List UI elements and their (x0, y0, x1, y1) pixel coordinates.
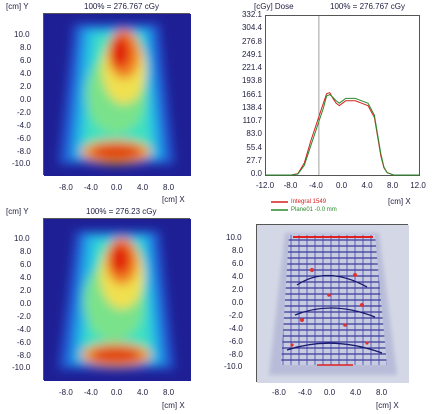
y-tick: 2.0 (20, 286, 32, 295)
x-axis-unit-label: [cm] X (162, 195, 185, 204)
y-tick: 4.0 (232, 272, 244, 281)
difference-map-image (257, 225, 409, 383)
y-tick: 83.0 (246, 129, 262, 139)
y-tick: 276.8 (241, 36, 262, 46)
y-tick: -4.0 (17, 325, 31, 334)
x-axis-unit-label: [cm] X (162, 401, 185, 410)
x-tick: -4.0 (298, 388, 312, 397)
y-tick: 166.1 (241, 89, 262, 99)
y-tick: -4.0 (17, 121, 31, 130)
x-tick: -8.0 (283, 181, 298, 190)
y-tick: -2.0 (229, 311, 243, 320)
x-tick: -12.0 (255, 181, 275, 190)
y-tick: 10.0 (14, 30, 30, 39)
y-tick: 2.0 (20, 82, 32, 91)
y-tick: -6.0 (17, 338, 31, 347)
legend-label-integral: Integral 1549 (291, 199, 327, 205)
x-tick: 8.0 (376, 388, 388, 397)
x-tick: 4.0 (137, 388, 149, 397)
x-axis-unit-label: [cm] X (388, 197, 411, 206)
y-tick: -4.0 (229, 324, 243, 333)
dose-normalization-header: 100% = 276.767 cGy (330, 2, 405, 11)
y-tick: 0.0 (20, 95, 32, 104)
dose-map-plot (43, 218, 191, 381)
dose-map-heat (44, 14, 191, 176)
x-tick: 4.0 (361, 181, 373, 190)
dose-normalization-header: 100% = 276.767 cGy (84, 2, 159, 11)
y-axis-unit-label: [cGy] Dose (254, 2, 294, 11)
y-tick: 6.0 (20, 56, 32, 65)
y-tick: 0.0 (20, 299, 32, 308)
y-tick: -8.0 (17, 147, 31, 156)
y-tick: -6.0 (229, 337, 243, 346)
dose-map-plot (43, 13, 191, 176)
y-tick: 8.0 (20, 43, 32, 52)
y-tick: 138.4 (241, 102, 262, 112)
y-tick: -2.0 (17, 312, 31, 321)
y-tick: 332.1 (241, 10, 262, 19)
x-tick: 0.0 (335, 181, 348, 190)
y-axis-unit-label: [cm] Y (6, 207, 29, 216)
y-tick: 110.7 (242, 116, 262, 125)
y-tick: 0.0 (250, 169, 262, 178)
y-tick: 8.0 (232, 246, 244, 255)
y-tick: 8.0 (20, 247, 32, 256)
y-tick: 10.0 (226, 233, 242, 242)
x-tick: -4.0 (84, 183, 98, 192)
y-axis-unit-label: [cm] Y (6, 2, 29, 11)
y-tick: 27.7 (246, 155, 262, 165)
series-line-integral (266, 92, 419, 176)
x-tick: -8.0 (59, 183, 73, 192)
y-tick: -10.0 (12, 159, 31, 168)
y-tick: 4.0 (20, 69, 32, 78)
x-tick: -8.0 (272, 388, 286, 397)
y-tick: 6.0 (232, 259, 244, 268)
dose-normalization-header: 100% = 276.23 cGy (86, 207, 157, 216)
profile-plot-area (265, 15, 420, 176)
y-tick: 221.4 (241, 63, 262, 72)
x-tick: -8.0 (59, 388, 73, 397)
profile-chart-svg (266, 16, 419, 176)
x-tick: 4.0 (137, 183, 149, 192)
legend-label-plane: Plane01 -0.0 mm (291, 207, 337, 213)
y-tick: -8.0 (229, 350, 243, 359)
series-line-plane (266, 94, 419, 176)
x-tick: 0.0 (111, 183, 123, 192)
y-tick: -10.0 (12, 363, 31, 372)
x-tick: 0.0 (111, 388, 123, 397)
y-tick: -10.0 (224, 362, 243, 371)
y-tick: 10.0 (14, 234, 30, 243)
x-tick: 12.0 (410, 181, 426, 190)
y-tick: 249.1 (241, 49, 262, 59)
difference-map-plot (256, 224, 409, 383)
y-tick: -2.0 (17, 108, 31, 117)
y-tick: -8.0 (17, 351, 31, 360)
y-tick: 304.4 (241, 23, 262, 33)
x-tick: 8.0 (386, 181, 399, 190)
y-tick: -6.0 (17, 134, 31, 143)
x-tick: 0.0 (324, 388, 336, 397)
y-tick: 2.0 (232, 285, 244, 294)
y-tick: 6.0 (20, 260, 32, 269)
x-tick: -4.0 (84, 388, 98, 397)
x-axis-unit-label: [cm] X (376, 401, 399, 410)
y-tick: 55.4 (246, 142, 262, 152)
x-tick: 8.0 (163, 183, 175, 192)
dose-map-heat (44, 219, 191, 381)
x-tick: 4.0 (350, 388, 362, 397)
x-tick: 8.0 (163, 388, 175, 397)
y-tick: 4.0 (20, 273, 32, 282)
y-tick: 193.8 (241, 76, 262, 86)
x-tick: -4.0 (309, 181, 323, 190)
y-tick: 0.0 (232, 298, 244, 307)
